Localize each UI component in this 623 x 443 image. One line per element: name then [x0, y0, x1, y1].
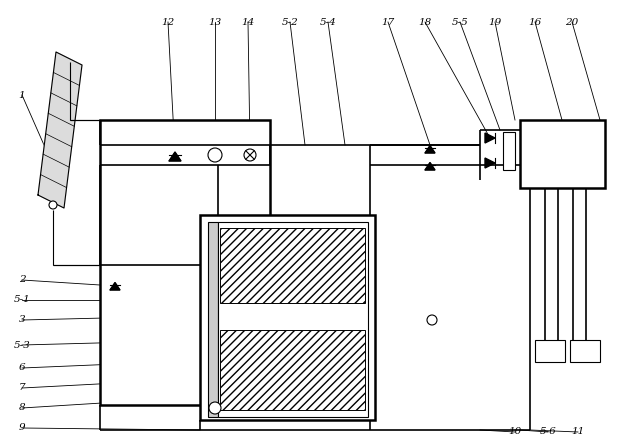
Bar	[570, 340, 600, 362]
Bar	[208, 222, 218, 417]
Text: 18: 18	[419, 18, 432, 27]
Polygon shape	[425, 145, 435, 153]
Text: 16: 16	[528, 18, 541, 27]
Text: 5-3: 5-3	[14, 341, 31, 350]
Bar	[218, 222, 368, 417]
Bar	[520, 120, 605, 188]
Text: 1: 1	[19, 90, 26, 100]
Text: 19: 19	[488, 18, 502, 27]
Polygon shape	[485, 133, 495, 143]
Text: 5-6: 5-6	[540, 427, 556, 436]
Text: 12: 12	[161, 18, 174, 27]
Polygon shape	[38, 52, 82, 208]
Polygon shape	[169, 152, 181, 161]
Bar	[503, 132, 515, 170]
Circle shape	[244, 149, 256, 161]
Text: 3: 3	[19, 315, 26, 325]
Text: 5-4: 5-4	[320, 18, 336, 27]
Text: 14: 14	[241, 18, 255, 27]
Polygon shape	[485, 158, 495, 168]
Text: 6: 6	[19, 364, 26, 373]
Polygon shape	[110, 283, 120, 290]
Circle shape	[208, 148, 222, 162]
Bar	[220, 228, 365, 303]
Text: 2: 2	[19, 276, 26, 284]
Bar	[100, 120, 270, 405]
Text: 11: 11	[571, 427, 584, 436]
Text: 20: 20	[566, 18, 579, 27]
Bar	[200, 215, 375, 420]
Circle shape	[209, 402, 221, 414]
Text: 17: 17	[381, 18, 394, 27]
Bar	[220, 330, 365, 410]
Text: 7: 7	[19, 384, 26, 392]
Polygon shape	[425, 163, 435, 170]
Bar	[535, 340, 565, 362]
Text: 8: 8	[19, 404, 26, 412]
Text: 9: 9	[19, 424, 26, 432]
Circle shape	[49, 201, 57, 209]
Circle shape	[427, 315, 437, 325]
Text: 13: 13	[208, 18, 222, 27]
Text: 5-5: 5-5	[452, 18, 468, 27]
Text: 10: 10	[508, 427, 521, 436]
Text: 5-2: 5-2	[282, 18, 298, 27]
Text: 5-1: 5-1	[14, 295, 31, 304]
